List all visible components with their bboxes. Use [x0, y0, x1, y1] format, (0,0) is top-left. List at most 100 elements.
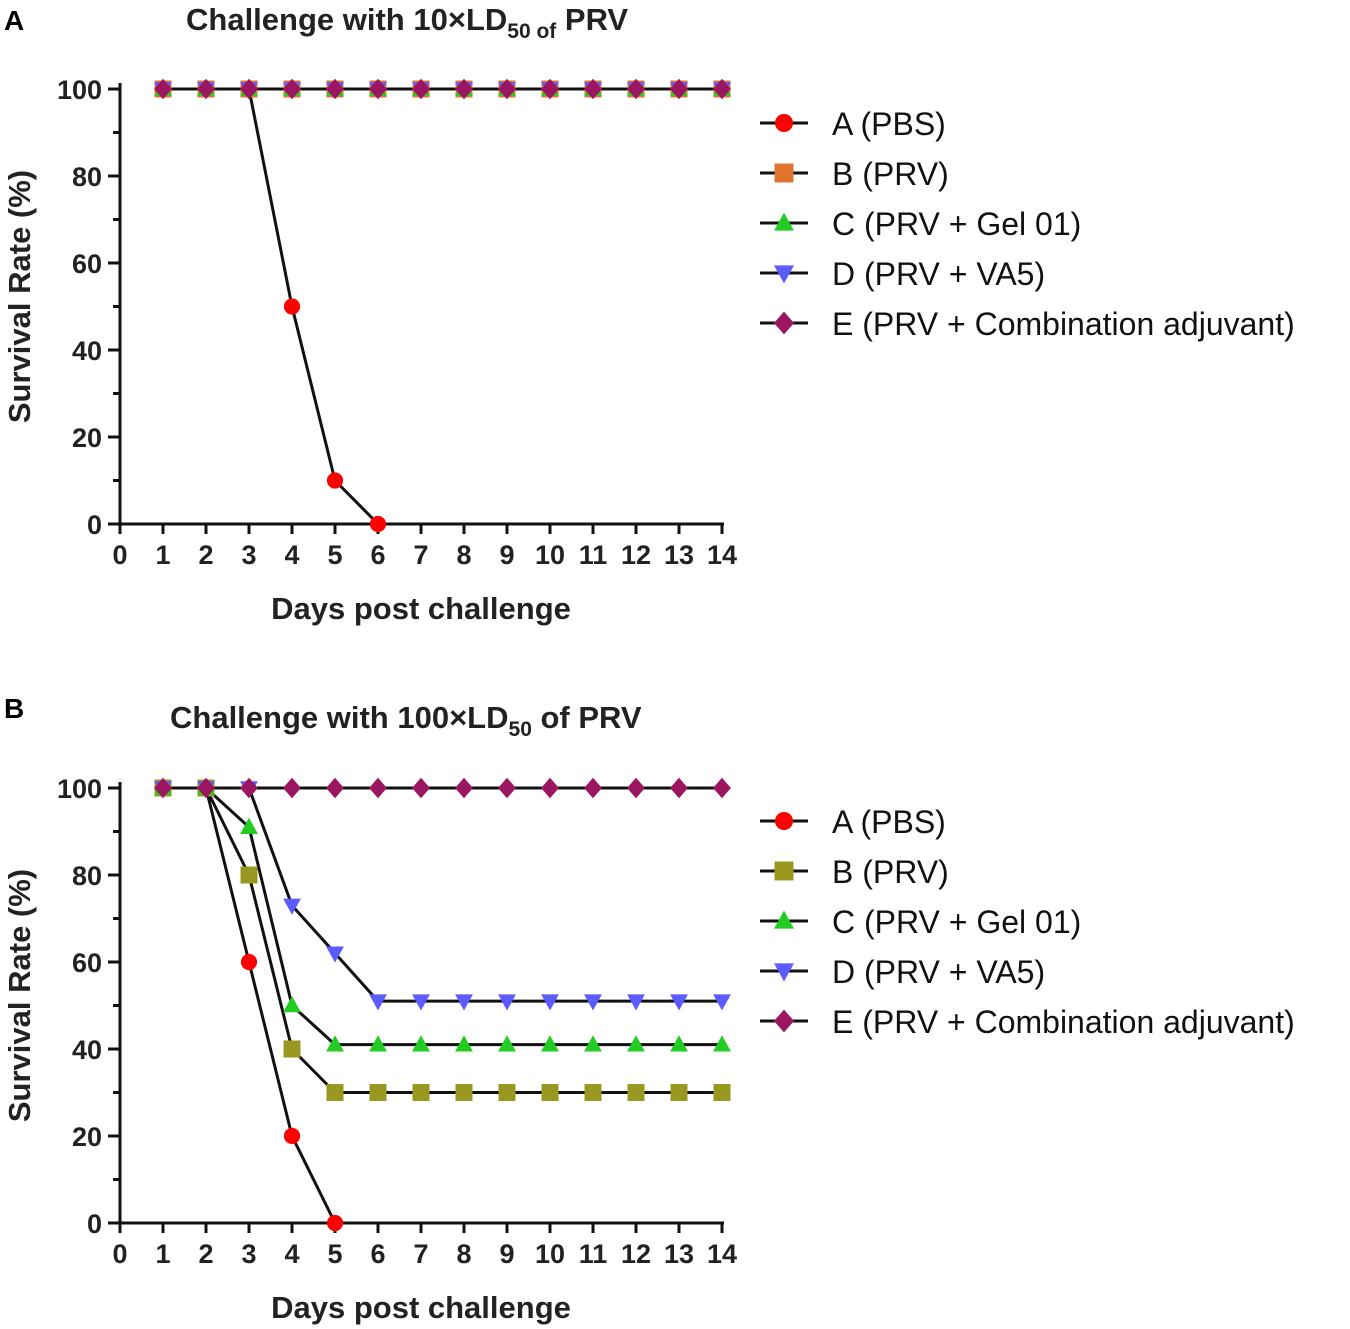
x-tick-label: 3 [241, 540, 256, 570]
data-point-series-4 [584, 777, 602, 799]
chart-panel-a: A Challenge with 10×LD50 of PRV0204060801… [2, 2, 1295, 626]
data-point-series-4 [326, 78, 344, 100]
data-point-series-1 [455, 1084, 473, 1101]
legend-marker [774, 910, 794, 929]
data-point-series-4 [541, 78, 559, 100]
chart-title-subscript: 50 [509, 718, 532, 741]
data-point-series-4 [240, 777, 258, 799]
legend-label: C (PRV + Gel 01) [832, 206, 1081, 242]
data-point-series-4 [541, 777, 559, 799]
data-point-series-3 [369, 994, 387, 1011]
x-tick-label: 9 [499, 1239, 514, 1269]
data-point-series-4 [197, 78, 215, 100]
data-point-series-1 [240, 866, 258, 884]
y-tick-label: 80 [72, 162, 102, 192]
chart-title-suffix: of PRV [532, 700, 642, 735]
legend-marker [774, 212, 794, 231]
x-tick-label: 5 [327, 540, 342, 570]
data-point-series-2 [369, 1035, 387, 1052]
data-point-series-3 [455, 994, 473, 1011]
data-point-series-0 [326, 1214, 344, 1232]
y-tick-label: 60 [72, 249, 102, 279]
chart-title-main: Challenge with 10×LD [186, 2, 507, 37]
data-point-series-4 [584, 78, 602, 100]
data-point-series-2 [455, 1035, 473, 1052]
data-point-series-2 [283, 996, 301, 1013]
data-point-series-2 [412, 1035, 430, 1052]
legend-label: A (PBS) [832, 804, 946, 840]
panel-label: B [4, 693, 24, 724]
data-point-series-0 [326, 472, 344, 489]
legend-marker [774, 963, 794, 982]
data-point-series-4 [369, 777, 387, 799]
data-point-series-4 [240, 78, 258, 100]
data-point-series-4 [154, 78, 172, 100]
legend-label: D (PRV + VA5) [832, 256, 1045, 292]
x-tick-label: 2 [198, 540, 213, 570]
legend-label: A (PBS) [832, 106, 946, 142]
data-point-series-0 [283, 298, 301, 315]
legend-label: E (PRV + Combination adjuvant) [832, 1004, 1295, 1040]
data-point-series-4 [326, 777, 344, 799]
legend-marker [774, 163, 794, 183]
x-tick-label: 0 [112, 1239, 127, 1269]
legend-label: D (PRV + VA5) [832, 954, 1045, 990]
data-point-series-4 [154, 777, 172, 799]
x-tick-label: 7 [413, 540, 428, 570]
data-point-series-2 [541, 1035, 559, 1052]
x-tick-label: 6 [370, 1239, 385, 1269]
data-point-series-1 [713, 1084, 731, 1101]
legend-marker [774, 811, 794, 831]
series-line-2 [163, 786, 722, 1047]
data-point-series-4 [498, 78, 516, 100]
series-line-0 [163, 87, 380, 526]
data-point-series-4 [670, 78, 688, 100]
data-point-series-4 [283, 78, 301, 100]
data-point-series-1 [283, 1040, 301, 1058]
x-tick-label: 2 [198, 1239, 213, 1269]
x-tick-label: 4 [284, 1239, 299, 1269]
x-tick-label: 8 [456, 540, 471, 570]
chart-title-suffix: PRV [556, 2, 628, 37]
data-point-series-3 [326, 946, 344, 963]
x-tick-label: 3 [241, 1239, 256, 1269]
data-point-series-2 [713, 1035, 731, 1052]
x-tick-label: 4 [284, 540, 299, 570]
chart-panel-b: B Challenge with 100×LD50 of PRV020406080… [2, 693, 1295, 1325]
data-point-series-1 [541, 1084, 559, 1101]
data-point-series-4 [283, 777, 301, 799]
x-tick-label: 14 [707, 1239, 737, 1269]
chart-title: Challenge with 100×LD50 of PRV [170, 700, 642, 741]
x-tick-label: 0 [112, 540, 127, 570]
x-tick-label: 12 [621, 540, 651, 570]
legend-label: E (PRV + Combination adjuvant) [832, 306, 1295, 342]
legend-label: B (PRV) [832, 156, 949, 192]
data-point-series-0 [369, 515, 387, 533]
data-point-series-0 [240, 953, 258, 971]
data-point-series-4 [713, 777, 731, 799]
data-point-series-2 [670, 1035, 688, 1052]
x-tick-label: 1 [155, 1239, 170, 1269]
chart-title-main: Challenge with 100×LD [170, 700, 509, 735]
data-point-series-2 [240, 817, 258, 834]
y-tick-label: 40 [72, 1035, 102, 1065]
data-point-series-2 [584, 1035, 602, 1052]
data-point-series-1 [412, 1084, 430, 1101]
data-point-series-4 [498, 777, 516, 799]
data-point-series-3 [670, 994, 688, 1011]
data-point-series-4 [670, 777, 688, 799]
x-tick-label: 5 [327, 1239, 342, 1269]
legend-marker [774, 1009, 794, 1033]
data-point-series-1 [584, 1084, 602, 1101]
x-tick-label: 10 [535, 540, 565, 570]
y-tick-label: 100 [57, 75, 102, 105]
y-tick-label: 20 [72, 423, 102, 453]
x-tick-label: 6 [370, 540, 385, 570]
y-axis-label: Survival Rate (%) [2, 170, 37, 423]
data-point-series-1 [627, 1084, 645, 1101]
x-tick-label: 14 [707, 540, 737, 570]
y-tick-label: 60 [72, 948, 102, 978]
x-tick-label: 13 [664, 1239, 694, 1269]
data-point-series-4 [197, 777, 215, 799]
